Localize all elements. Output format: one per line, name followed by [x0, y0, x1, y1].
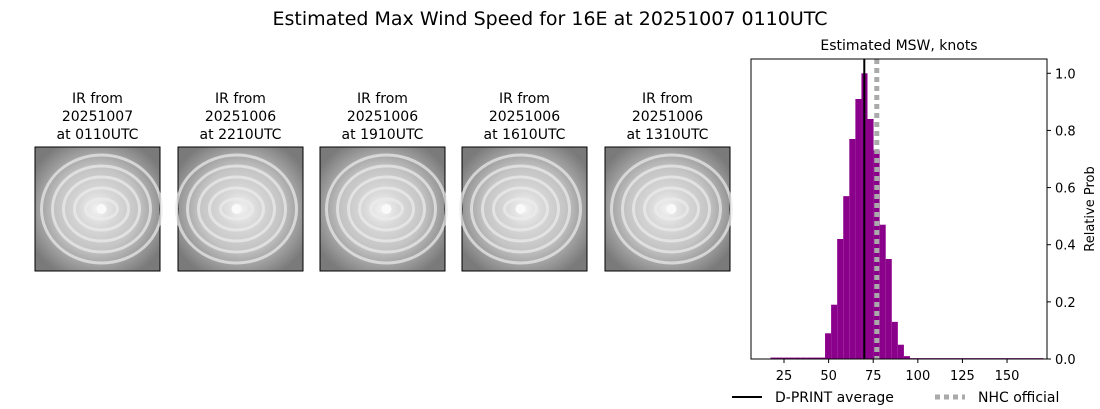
panel-label: 20251006: [632, 109, 703, 125]
panel-label: 20251006: [347, 109, 418, 125]
x-tick-label: 100: [905, 369, 930, 384]
bar: [867, 119, 874, 359]
storm-eye: [231, 204, 242, 214]
bar: [770, 357, 777, 359]
bar: [849, 139, 856, 359]
cloud-band: [470, 164, 571, 254]
cloud-band: [492, 186, 549, 232]
y-tick-label: 0.8: [1055, 124, 1076, 139]
cloud-band: [481, 175, 560, 243]
figure-title: Estimated Max Wind Speed for 16E at 2025…: [272, 8, 827, 30]
panel-label: 20251006: [205, 109, 276, 125]
cloud-band: [643, 186, 700, 232]
cloud-band: [632, 175, 711, 243]
bar: [818, 357, 826, 359]
panel-label: at 0110UTC: [57, 127, 139, 143]
cloud-band: [459, 153, 582, 265]
x-tick-label: 75: [865, 369, 882, 384]
plot-frame: [750, 58, 1048, 360]
x-tick-label: 50: [820, 369, 837, 384]
bar: [879, 224, 886, 359]
cloud-band: [503, 197, 538, 221]
bar: [812, 357, 819, 359]
bar: [891, 321, 898, 359]
cloud-band: [336, 164, 437, 254]
cloud-band: [175, 153, 298, 265]
panel-label: IR from: [215, 91, 266, 107]
storm-eye: [666, 204, 677, 214]
y-tick-label: 0.6: [1055, 182, 1076, 197]
bar: [831, 304, 838, 359]
y-axis-label: Relative Prob: [1083, 166, 1098, 251]
cloud-band: [84, 197, 119, 221]
cloud-band: [40, 153, 163, 265]
cloud-band: [369, 197, 404, 221]
x-tick-label: 150: [995, 369, 1020, 384]
cloud-band: [73, 186, 130, 232]
cloud-band: [347, 175, 426, 243]
bar: [873, 150, 880, 359]
cloud-band: [325, 153, 448, 265]
bar: [776, 357, 783, 359]
bar: [897, 344, 904, 359]
y-tick-label: 0.0: [1055, 353, 1076, 368]
x-tick-label: 125: [950, 369, 975, 384]
cloud-band: [186, 164, 287, 254]
bar: [794, 357, 801, 359]
bar: [855, 99, 862, 359]
cloud-band: [219, 197, 254, 221]
cloud-band: [358, 186, 415, 232]
bar: [825, 333, 832, 359]
panel-label: at 2210UTC: [200, 127, 282, 143]
bar: [788, 357, 795, 359]
storm-eye: [96, 204, 107, 214]
storm-eye: [515, 204, 526, 214]
bar: [885, 259, 892, 359]
bar: [782, 357, 789, 359]
panel-label: IR from: [642, 91, 693, 107]
panel-label: at 1610UTC: [484, 127, 566, 143]
panel-label: 20251006: [489, 109, 560, 125]
storm-eye: [381, 204, 392, 214]
cloud-band: [208, 186, 265, 232]
y-tick-label: 0.2: [1055, 296, 1076, 311]
bar: [800, 357, 807, 359]
panel-label: IR from: [357, 91, 408, 107]
cloud-band: [197, 175, 276, 243]
cloud-band: [621, 164, 722, 254]
legend-label: NHC official: [978, 390, 1059, 406]
panel-label: IR from: [72, 91, 123, 107]
y-tick-label: 0.4: [1055, 239, 1076, 254]
cloud-band: [610, 153, 733, 265]
bar: [837, 239, 844, 359]
panel-label: at 1910UTC: [342, 127, 424, 143]
bar: [806, 357, 813, 359]
panel-label: IR from: [499, 91, 550, 107]
legend-label: D-PRINT average: [775, 390, 894, 406]
cloud-band: [654, 197, 689, 221]
chart-title: Estimated MSW, knots: [820, 38, 977, 54]
bar: [903, 356, 910, 359]
x-tick-label: 25: [776, 369, 793, 384]
cloud-band: [51, 164, 152, 254]
bar: [843, 196, 850, 359]
cloud-band: [62, 175, 141, 243]
panel-label: at 1310UTC: [627, 127, 709, 143]
y-tick-label: 1.0: [1055, 67, 1076, 82]
panel-label: 20251007: [62, 109, 133, 125]
